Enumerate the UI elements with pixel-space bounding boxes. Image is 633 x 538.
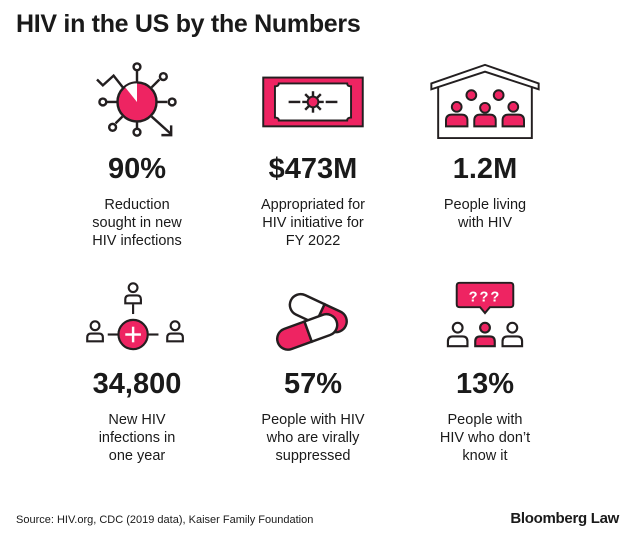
people-network-plus-icon [86, 282, 184, 351]
money-bill-virus-icon [262, 76, 364, 128]
stat-value: 34,800 [92, 368, 182, 400]
stat-value: 13% [455, 368, 515, 400]
question-bubble-text: ??? [469, 289, 502, 305]
virus-pie-chart-icon [96, 62, 177, 137]
stat-description: People living with HIV [443, 197, 527, 231]
stat-new-infections: 34,800 New HIV infections in one year [42, 275, 232, 465]
stat-description: People with HIV who don’t know it [439, 412, 531, 464]
people-question-icon: ??? [446, 281, 524, 348]
source-note: Source: HIV.org, CDC (2019 data), Kaiser… [16, 514, 314, 526]
stat-appropriation: $473M Appropriated for HIV initiative fo… [218, 60, 408, 250]
stat-people-living: 1.2M People living with HIV [390, 60, 580, 232]
stat-unaware: ??? 13% People with HIV who don’t know i… [390, 275, 580, 465]
stat-suppressed: 57% People with HIV who are virally supp… [218, 275, 408, 465]
stat-value: 57% [283, 368, 343, 400]
stat-description: People with HIV who are virally suppress… [261, 412, 365, 464]
stat-value: 90% [107, 153, 167, 185]
page-title: HIV in the US by the Numbers [16, 10, 361, 38]
stat-description: New HIV infections in one year [98, 412, 176, 464]
stat-reduction: 90% Reduction sought in new HIV infectio… [42, 60, 232, 250]
stat-description: Reduction sought in new HIV infections [92, 197, 182, 249]
stat-value: $473M [268, 153, 358, 185]
stat-value: 1.2M [452, 153, 518, 185]
brand-logo: Bloomberg Law [510, 510, 619, 527]
pills-icon [276, 292, 348, 351]
stat-description: Appropriated for HIV initiative for FY 2… [261, 197, 365, 249]
house-people-icon [430, 63, 540, 140]
